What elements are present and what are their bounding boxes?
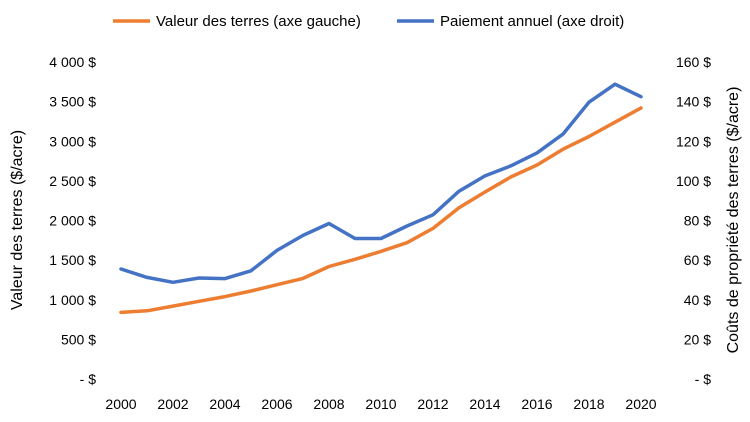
y-right-tick-label: 60 $ (684, 252, 711, 268)
x-tick-label: 2020 (625, 396, 656, 412)
y-left-tick-label: 3 000 $ (49, 133, 96, 149)
y-left-tick-label: 1 500 $ (49, 252, 96, 268)
x-tick-label: 2012 (417, 396, 448, 412)
y-axis-right-title: Coûts de propriété des terres ($/acre) (725, 87, 742, 354)
x-tick-label: 2002 (157, 396, 188, 412)
y-right-tick-label: 140 $ (676, 94, 711, 110)
x-tick-label: 2010 (365, 396, 396, 412)
series-line-annual-payment (119, 82, 643, 285)
y-left-tick-label: 2 500 $ (49, 173, 96, 189)
legend-label-land-value: Valeur des terres (axe gauche) (156, 13, 361, 30)
y-axis-left-title: Valeur des terres ($/acre) (9, 130, 26, 310)
series-lines (119, 82, 643, 315)
y-right-tick-label: 160 $ (676, 54, 711, 70)
x-tick-label: 2000 (105, 396, 136, 412)
y-right-tick-label: 120 $ (676, 133, 711, 149)
y-right-tick-label: 100 $ (676, 173, 711, 189)
x-axis: 2000 2002 2004 2006 2008 2010 2012 2014 2016 2018… (105, 396, 656, 412)
y-left-tick-label: 4 000 $ (49, 54, 96, 70)
series-line-land-value (119, 106, 643, 315)
y-left-tick-label: - $ (80, 371, 97, 387)
x-tick-label: 2004 (209, 396, 240, 412)
x-tick-label: 2018 (573, 396, 604, 412)
x-tick-label: 2014 (469, 396, 500, 412)
x-tick-label: 2006 (261, 396, 292, 412)
legend-label-annual-payment: Paiement annuel (axe droit) (440, 13, 624, 30)
x-tick-label: 2008 (313, 396, 344, 412)
y-axis-left: - $ 500 $ 1 000 $ 1 500 $ 2 000 $ 2 500 $ 3 00… (49, 54, 96, 387)
y-left-tick-label: 500 $ (61, 331, 96, 347)
y-right-tick-label: 80 $ (684, 213, 711, 229)
y-right-tick-label: - $ (695, 371, 712, 387)
legend: Valeur des terres (axe gauche) Paiement … (113, 13, 624, 30)
y-axis-right: - $ 20 $ 40 $ 60 $ 80 $ 100 $ 120 $ 140 $ 160 $ (676, 54, 711, 387)
y-left-tick-label: 1 000 $ (49, 292, 96, 308)
x-tick-label: 2016 (521, 396, 552, 412)
y-right-tick-label: 20 $ (684, 331, 711, 347)
y-right-tick-label: 40 $ (684, 292, 711, 308)
y-left-tick-label: 2 000 $ (49, 213, 96, 229)
y-left-tick-label: 3 500 $ (49, 94, 96, 110)
